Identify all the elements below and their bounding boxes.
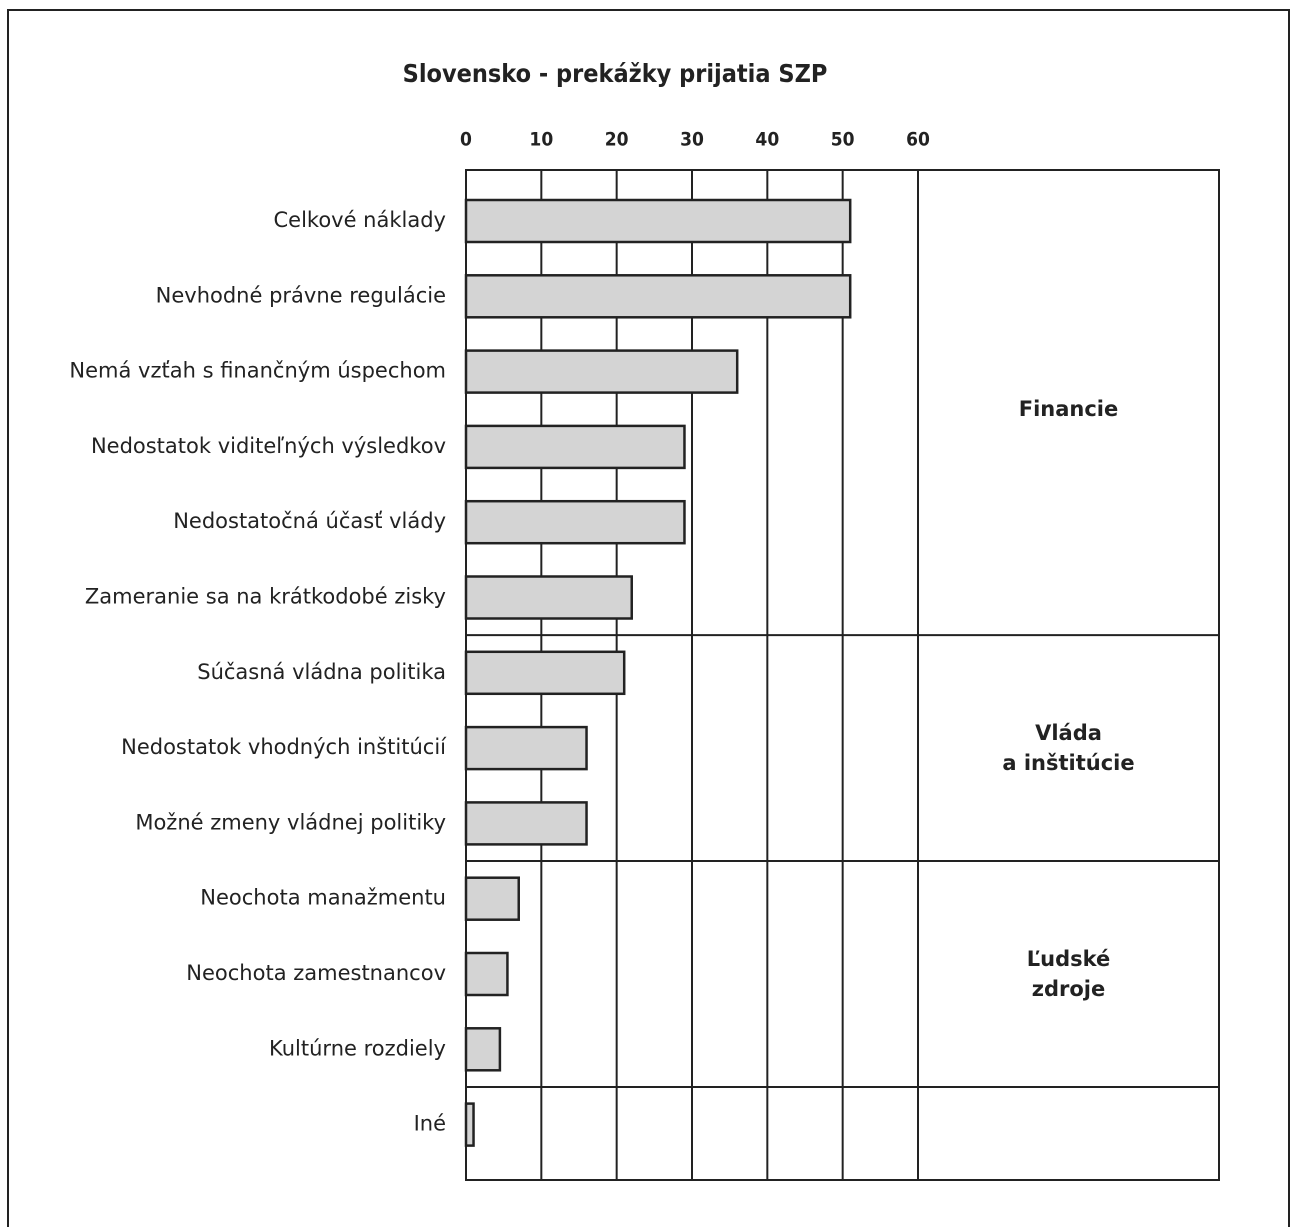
category-label: Neochota manažmentu	[200, 886, 446, 910]
x-tick-label: 0	[460, 129, 472, 151]
category-label: Možné zmeny vládnej politiky	[135, 810, 446, 834]
bar	[464, 499, 686, 545]
group-label: Vláda a inštitúcie	[1002, 721, 1135, 776]
x-tick-label: 50	[831, 129, 855, 151]
bar	[464, 801, 588, 846]
category-label: Súčasná vládna politika	[197, 660, 446, 684]
category-label: Celkové náklady	[273, 208, 446, 232]
x-tick-label: 60	[906, 129, 930, 151]
category-label: Iné	[414, 1112, 446, 1136]
category-label: Nedostatočná účasť vlády	[173, 509, 446, 533]
category-label: Neochota zamestnancov	[186, 961, 446, 985]
bar	[464, 725, 588, 771]
category-label: Zameranie sa na krátkodobé zisky	[85, 585, 446, 609]
bar	[464, 198, 852, 244]
bar	[464, 575, 633, 620]
frame	[7, 9, 1290, 1227]
bar	[464, 424, 686, 470]
x-tick-label: 40	[755, 129, 779, 151]
x-tick-label: 10	[529, 129, 553, 151]
bar	[464, 1102, 475, 1147]
x-tick-label: 30	[680, 129, 704, 151]
category-label: Nevhodné právne regulácie	[156, 283, 446, 307]
x-tick-label: 20	[605, 129, 629, 151]
bar	[464, 650, 626, 696]
bar	[464, 876, 520, 921]
chart-title: Slovensko - prekážky prijatia SZP	[403, 59, 828, 88]
category-label: Nemá vzťah s finančným úspechom	[69, 359, 446, 383]
category-label: Kultúrne rozdiely	[269, 1036, 446, 1060]
bar	[464, 951, 509, 997]
category-label: Nedostatok viditeľných výsledkov	[91, 434, 446, 458]
group-label: Ľudské zdroje	[1026, 947, 1111, 1001]
bar	[464, 349, 739, 394]
group-label: Financie	[1018, 397, 1119, 422]
bar	[464, 1027, 502, 1072]
bar	[464, 274, 852, 319]
category-label: Nedostatok vhodných inštitúcií	[121, 735, 447, 759]
